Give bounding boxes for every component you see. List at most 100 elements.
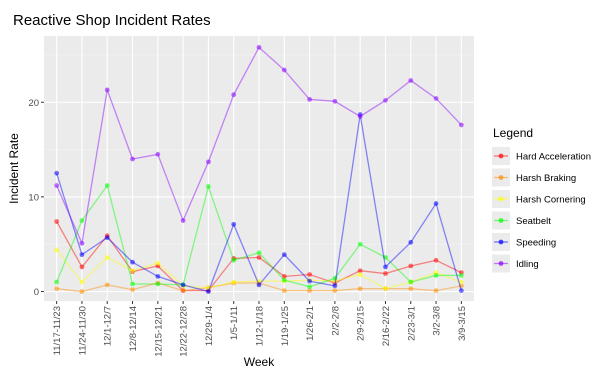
point-harsh-cornering — [383, 286, 388, 292]
legend-label: Harsh Cornering — [516, 195, 586, 206]
x-tick-label: 1/19-1/25 — [280, 306, 291, 346]
legend-item-harsh-cornering: Harsh Cornering — [492, 190, 586, 208]
point-hard-acceleration — [281, 273, 287, 279]
point-harsh-braking — [130, 287, 135, 293]
point-seatbelt — [383, 255, 388, 260]
point-hard-acceleration — [79, 264, 85, 270]
point-harsh-cornering — [79, 279, 85, 285]
point-speeding — [79, 252, 85, 258]
point-hard-acceleration — [307, 272, 312, 277]
x-axis: 11/17-11/23 11/24-11/30 12/1-12/7 12/8-12/1… — [52, 301, 468, 357]
legend-label: Hard Acceleration — [516, 152, 591, 163]
point-idling — [155, 151, 161, 157]
y-axis-label: Incident Rate — [7, 133, 21, 204]
point-harsh-cornering — [256, 278, 262, 284]
legend-key-point — [498, 196, 504, 202]
legend-item-harsh-braking: Harsh Braking — [492, 168, 576, 187]
point-harsh-cornering — [206, 285, 211, 291]
point-harsh-cornering — [155, 260, 161, 266]
point-idling — [332, 98, 338, 104]
legend-key-point — [498, 261, 504, 266]
point-seatbelt — [307, 284, 312, 290]
point-harsh-cornering — [357, 272, 363, 277]
point-seatbelt — [332, 275, 338, 281]
point-idling — [130, 156, 135, 162]
x-tick-label: 12/8-12/14 — [128, 306, 139, 351]
point-idling — [54, 183, 60, 188]
point-harsh-braking — [54, 286, 60, 292]
point-speeding — [104, 235, 110, 240]
point-speeding — [458, 288, 464, 293]
point-seatbelt — [231, 257, 237, 263]
point-harsh-cornering — [458, 279, 464, 285]
point-speeding — [54, 170, 60, 176]
point-harsh-braking — [357, 286, 363, 292]
point-hard-acceleration — [433, 257, 439, 263]
point-speeding — [231, 221, 237, 227]
x-tick-label: 1/26-2/1 — [305, 306, 316, 341]
x-tick-label: 1/5-1/11 — [229, 306, 240, 340]
x-tick-label: 12/29-1/4 — [204, 306, 215, 346]
point-seatbelt — [256, 250, 262, 256]
point-seatbelt — [104, 183, 110, 188]
point-idling — [79, 240, 85, 246]
legend-key-point — [498, 218, 504, 223]
point-harsh-cornering — [104, 255, 110, 260]
point-seatbelt — [281, 277, 287, 283]
point-harsh-braking — [104, 282, 110, 288]
legend-key-point — [498, 239, 504, 245]
point-harsh-braking — [408, 286, 414, 292]
point-speeding — [130, 259, 135, 265]
point-speeding — [206, 289, 211, 294]
point-idling — [408, 78, 414, 83]
point-idling — [281, 67, 287, 73]
x-tick-label: 3/9-3/15 — [457, 306, 468, 341]
point-harsh-braking — [332, 288, 338, 293]
chart-title: Reactive Shop Incident Rates — [13, 12, 211, 29]
legend-label: Seatbelt — [516, 216, 551, 227]
legend-item-hard-acceleration: Hard Acceleration — [492, 147, 591, 165]
x-tick-label: 12/1-12/7 — [103, 306, 114, 346]
x-tick-label: 2/9-2/15 — [356, 306, 367, 341]
point-idling — [458, 122, 464, 128]
point-harsh-braking — [281, 288, 287, 293]
point-harsh-braking — [79, 289, 85, 294]
point-harsh-cornering — [130, 268, 135, 274]
point-harsh-cornering — [231, 279, 237, 285]
y-tick-label: 20 — [28, 98, 39, 109]
x-axis-label: Week — [244, 355, 275, 369]
point-harsh-cornering — [54, 247, 60, 253]
point-idling — [104, 87, 110, 93]
point-idling — [433, 96, 439, 101]
point-speeding — [180, 282, 186, 288]
series-layer — [54, 44, 464, 294]
point-idling — [206, 159, 211, 165]
point-seatbelt — [54, 279, 60, 285]
y-axis: 0 10 20 — [28, 98, 44, 298]
legend-item-speeding: Speeding — [492, 233, 556, 251]
point-speeding — [281, 252, 287, 258]
y-tick-label: 0 — [34, 287, 39, 298]
point-seatbelt — [130, 281, 135, 287]
point-idling — [256, 44, 262, 50]
point-speeding — [383, 264, 388, 270]
point-speeding — [332, 283, 338, 289]
x-tick-label: 12/22-12/28 — [179, 306, 190, 357]
point-hard-acceleration — [408, 263, 414, 269]
point-speeding — [307, 278, 312, 284]
legend-label: Harsh Braking — [516, 173, 576, 184]
legend-label: Idling — [516, 259, 539, 270]
x-tick-label: 2/23-3/1 — [406, 306, 417, 341]
legend-item-seatbelt: Seatbelt — [492, 211, 551, 230]
legend-label: Speeding — [516, 238, 556, 249]
point-speeding — [155, 273, 161, 279]
point-seatbelt — [357, 241, 363, 247]
legend-key-point — [498, 153, 504, 159]
point-harsh-braking — [458, 283, 464, 289]
x-tick-label: 2/16-2/22 — [381, 306, 392, 346]
x-tick-label: 2/2-2/8 — [330, 306, 341, 336]
point-seatbelt — [433, 273, 439, 278]
legend-title: Legend — [493, 126, 533, 140]
point-harsh-braking — [307, 288, 312, 293]
point-seatbelt — [206, 184, 211, 189]
